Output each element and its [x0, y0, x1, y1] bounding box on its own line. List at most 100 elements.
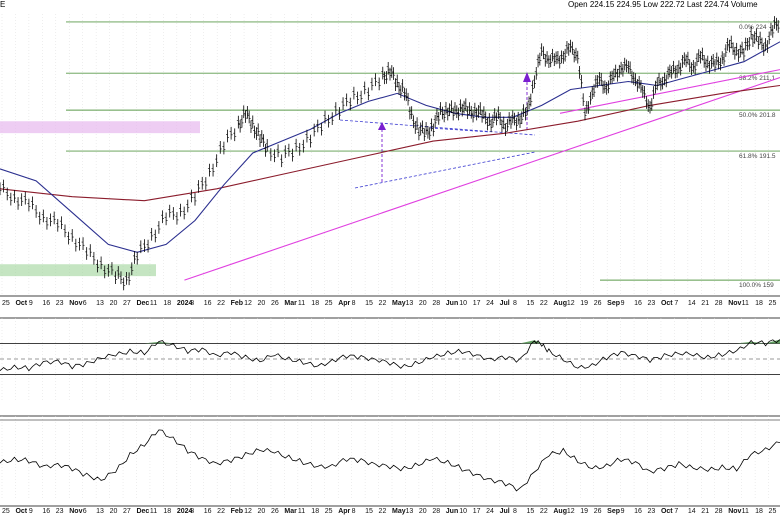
low-label: Low — [643, 0, 658, 9]
x-tick-label-bottom: 11 — [298, 508, 305, 515]
x-tick-label: Sep — [607, 300, 620, 307]
x-tick-label-bottom: 13 — [96, 508, 104, 515]
x-tick-label: 8 — [513, 300, 517, 307]
x-tick-label: 25 — [325, 300, 333, 307]
x-tick-label: 2024 — [177, 300, 193, 307]
support-zone — [0, 264, 156, 277]
x-tick-label-bottom: 7 — [674, 508, 678, 515]
fib-label: 50.0% 201.8 — [739, 112, 776, 119]
x-tick-label-bottom: May — [392, 508, 406, 515]
x-tick-label-bottom: 13 — [405, 508, 413, 515]
x-tick-label: 25 — [2, 300, 10, 307]
fib-label: 100.0% 159 — [739, 282, 774, 289]
x-tick-label-bottom: 12 — [567, 508, 575, 515]
x-tick-label-bottom: 20 — [419, 508, 427, 515]
x-tick-label-bottom: 23 — [648, 508, 656, 515]
x-tick-label: 18 — [311, 300, 319, 307]
symbol-label: E — [0, 0, 6, 9]
last-label: Last — [686, 0, 702, 9]
x-tick-label-bottom: 15 — [526, 508, 534, 515]
x-tick-label: Jun — [446, 300, 458, 307]
x-tick-label-bottom: 25 — [2, 508, 10, 515]
x-tick-label: 8 — [190, 300, 194, 307]
x-tick-label: 9 — [621, 300, 625, 307]
x-tick-label: May — [392, 300, 406, 307]
x-tick-label-bottom: 6 — [83, 508, 87, 515]
x-tick-label: 21 — [701, 300, 709, 307]
osc1-overbought-fill — [144, 341, 159, 344]
x-tick-label: 10 — [459, 300, 467, 307]
x-tick-label: 14 — [688, 300, 696, 307]
trendline — [184, 77, 780, 281]
x-tick-label: 16 — [634, 300, 642, 307]
resistance-zone — [0, 121, 200, 134]
arrow-2-head — [523, 72, 531, 82]
x-tick-label-bottom: 23 — [56, 508, 64, 515]
osc1-overbought-fill — [534, 340, 542, 344]
x-tick-label: 9 — [29, 300, 33, 307]
ohlc-readout: Open 224.15 224.95 Low 222.72 Last 224.7… — [568, 0, 758, 9]
wedge-lower-line — [354, 151, 536, 189]
x-tick-label: 12 — [244, 300, 252, 307]
x-tick-label-bottom: 20 — [110, 508, 118, 515]
x-tick-label: 25 — [769, 300, 777, 307]
x-tick-label-bottom: 22 — [540, 508, 548, 515]
x-tick-label: 22 — [217, 300, 225, 307]
x-tick-label: 20 — [419, 300, 427, 307]
x-tick-label: Oct — [15, 300, 27, 307]
fib-label: 61.8% 191.5 — [739, 153, 776, 160]
x-tick-label-bottom: 21 — [701, 508, 709, 515]
x-tick-label: 13 — [405, 300, 413, 307]
x-tick-label: 26 — [594, 300, 602, 307]
x-tick-label: Dec — [136, 300, 149, 307]
x-tick-label-bottom: 18 — [311, 508, 319, 515]
x-tick-label-bottom: 11 — [150, 508, 157, 515]
x-tick-label: 19 — [580, 300, 588, 307]
fib-label: 38.2% 211.1 — [739, 75, 775, 82]
x-tick-label: 11 — [742, 300, 749, 307]
open-label: Open — [568, 0, 588, 9]
x-tick-label: 27 — [123, 300, 131, 307]
x-tick-label: 18 — [755, 300, 763, 307]
x-tick-label: 22 — [540, 300, 548, 307]
x-tick-label: 11 — [150, 300, 157, 307]
x-tick-label-bottom: 8 — [190, 508, 194, 515]
x-tick-label-bottom: 14 — [688, 508, 696, 515]
high-value: 224.95 — [616, 0, 641, 9]
x-tick-label-bottom: 25 — [325, 508, 333, 515]
x-tick-label-bottom: 20 — [258, 508, 266, 515]
arrow-1-head — [378, 122, 386, 130]
x-tick-label-bottom: Jul — [500, 508, 510, 515]
x-tick-label-bottom: 17 — [473, 508, 481, 515]
x-tick-label: Nov — [69, 300, 82, 307]
x-tick-label-bottom: 27 — [123, 508, 131, 515]
x-tick-label: 26 — [271, 300, 279, 307]
x-tick-label-bottom: Mar — [284, 508, 297, 515]
x-tick-label-bottom: Apr — [338, 508, 350, 515]
x-tick-label: 28 — [432, 300, 440, 307]
x-tick-label: 16 — [204, 300, 212, 307]
x-tick-label-bottom: 9 — [29, 508, 33, 515]
x-tick-label-bottom: 2024 — [177, 508, 193, 515]
low-value: 222.72 — [660, 0, 685, 9]
x-tick-label-bottom: 18 — [163, 508, 171, 515]
x-tick-label: 6 — [83, 300, 87, 307]
x-tick-label: 20 — [258, 300, 266, 307]
x-tick-label-bottom: 26 — [271, 508, 279, 515]
x-tick-label-bottom: 22 — [217, 508, 225, 515]
wedge-upper-line — [339, 119, 536, 136]
x-tick-label-bottom: 16 — [634, 508, 642, 515]
x-tick-label-bottom: 15 — [365, 508, 373, 515]
x-tick-label-bottom: 9 — [621, 508, 625, 515]
x-tick-label-bottom: Oct — [15, 508, 27, 515]
x-tick-label: 17 — [473, 300, 481, 307]
x-tick-label: Apr — [338, 300, 350, 307]
x-tick-label-bottom: Oct — [661, 508, 673, 515]
x-tick-label: 18 — [163, 300, 171, 307]
fib-label: 0.0% 224 — [739, 24, 767, 31]
last-value: 224.74 — [704, 0, 729, 9]
x-tick-label-bottom: Dec — [136, 508, 149, 515]
x-tick-label-bottom: 28 — [715, 508, 723, 515]
